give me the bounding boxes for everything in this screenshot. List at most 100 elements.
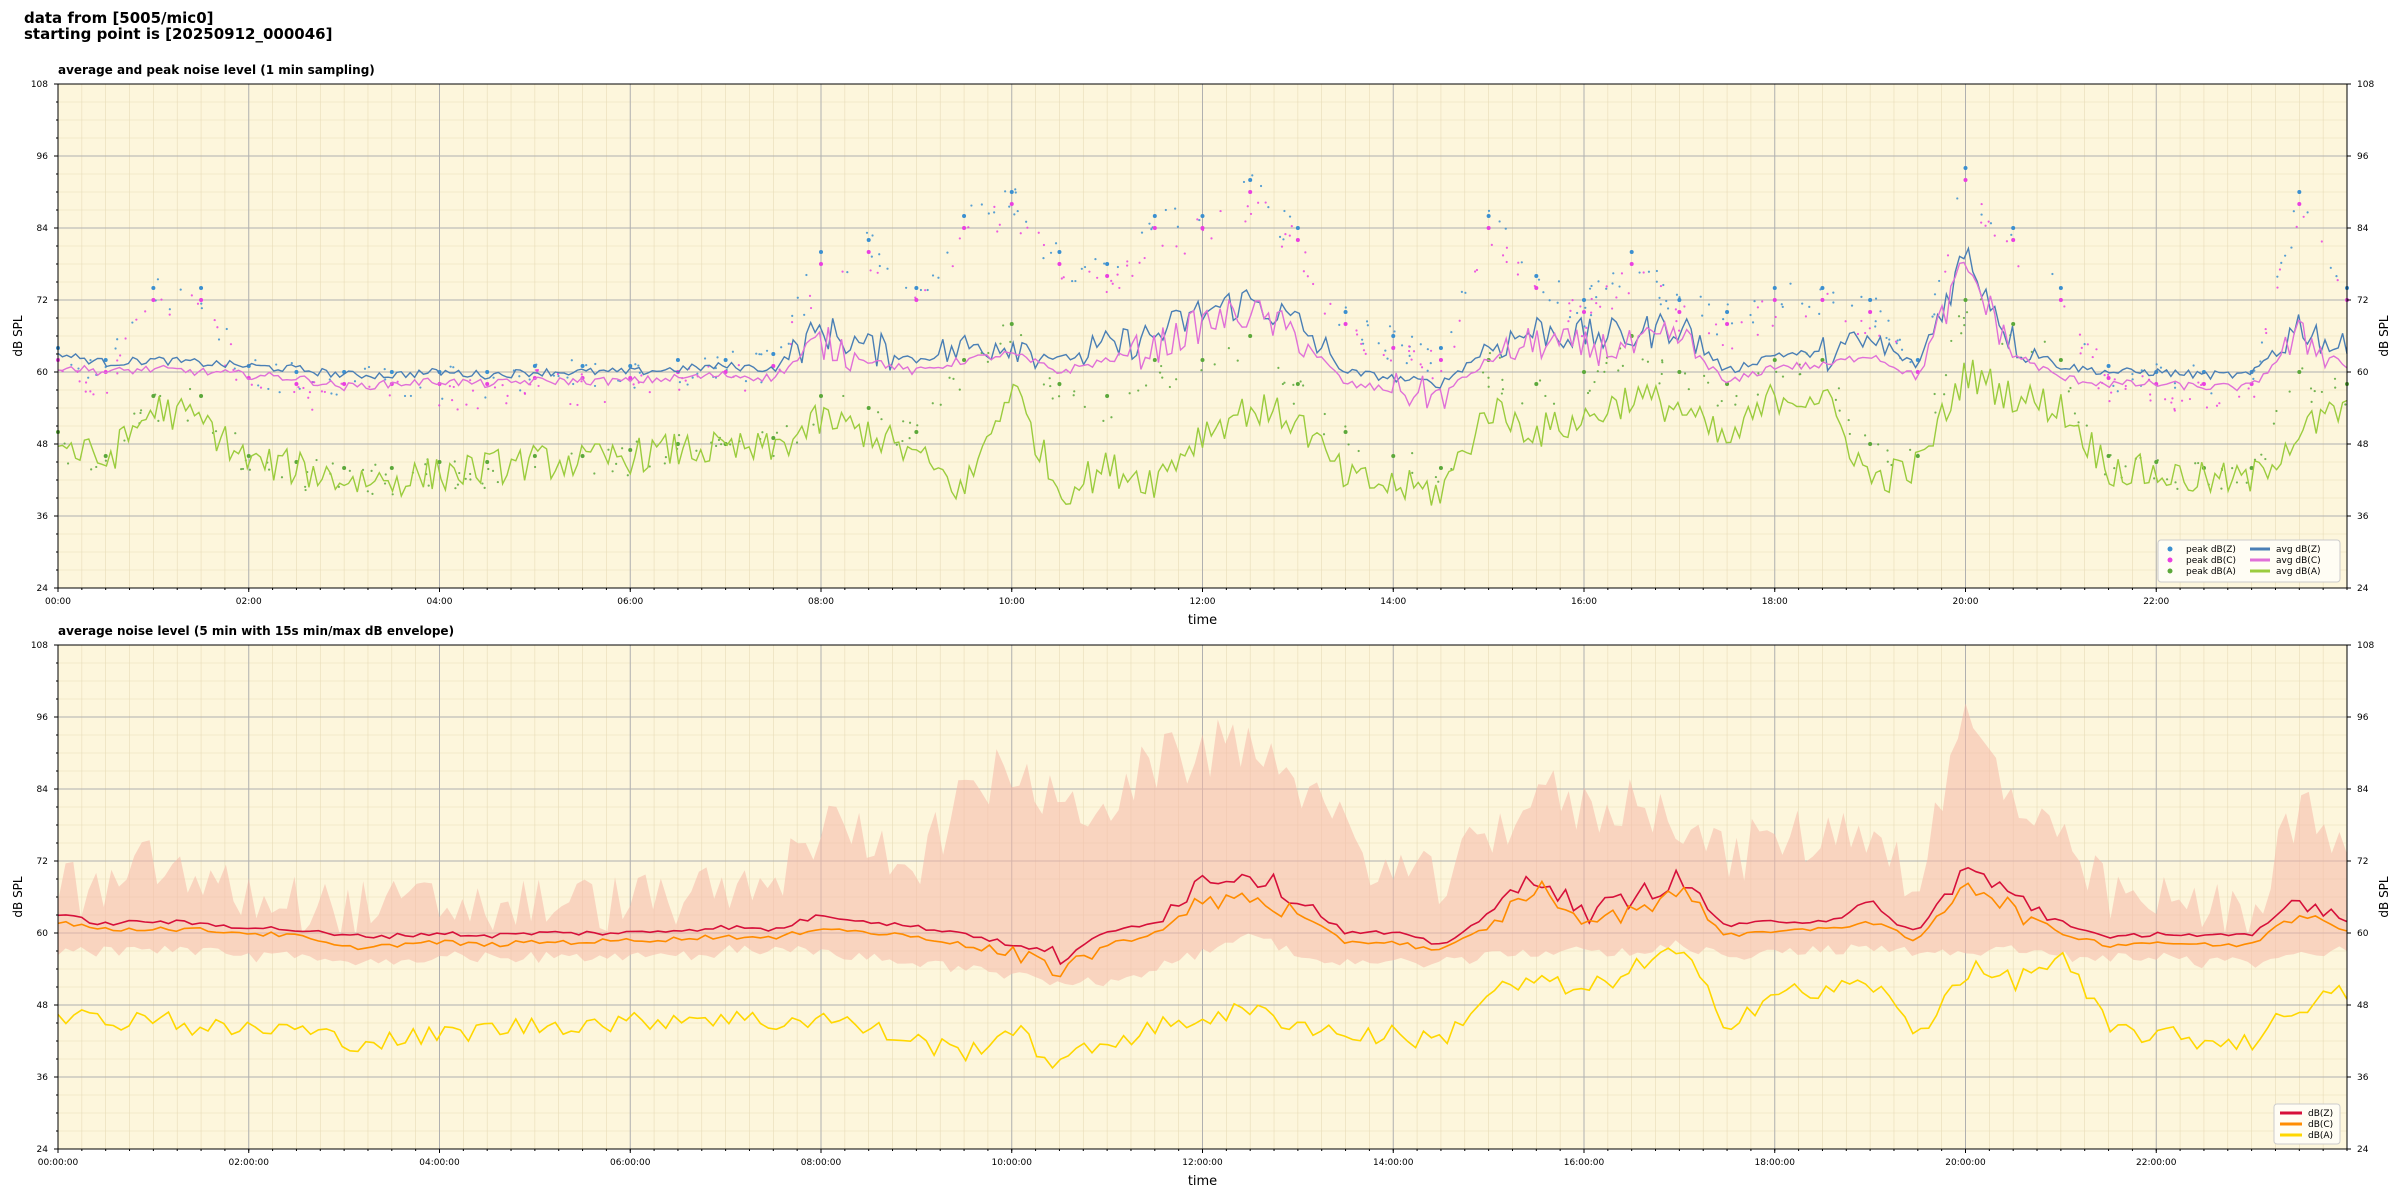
peak-texture-point <box>1322 433 1326 436</box>
peak-texture-point <box>1683 305 1686 308</box>
peak-texture-point <box>1410 335 1414 338</box>
peak-texture-point <box>2336 279 2339 282</box>
x-tick-label: 22:00:00 <box>2136 1158 2177 1168</box>
peak-texture-point <box>2106 373 2110 376</box>
peak-texture-point <box>240 468 243 471</box>
y-tick-label: 60 <box>37 929 49 939</box>
peak-texture-point <box>464 477 467 480</box>
y-tick-label: 60 <box>37 368 49 378</box>
peak-texture-point <box>2173 407 2176 411</box>
series-peak-db-c- <box>56 178 2349 412</box>
peak-texture-point <box>1850 304 1854 307</box>
peak-texture-point <box>716 356 719 359</box>
peak-texture-point <box>1618 285 1621 288</box>
peak-texture-point <box>1453 345 1456 348</box>
peak-texture-point <box>570 359 573 362</box>
x-tick-label: 14:00:00 <box>1373 1158 1414 1168</box>
peak-texture-point <box>1246 205 1249 208</box>
peak-texture-point <box>1393 346 1396 349</box>
peak-texture-point <box>1521 402 1524 405</box>
peak-point <box>199 286 204 290</box>
peak-texture-point <box>808 294 812 297</box>
peak-texture-point <box>1588 287 1592 290</box>
x-tick-label: 04:00:00 <box>419 1158 460 1168</box>
peak-texture-point <box>2235 481 2239 484</box>
peak-texture-point <box>1557 280 1561 283</box>
peak-texture-point <box>1605 361 1608 365</box>
x-tick-label: 16:00:00 <box>1564 1158 1605 1168</box>
peak-texture-point <box>1579 305 1582 308</box>
peak-texture-point <box>2220 487 2223 490</box>
peak-texture-point <box>1411 471 1414 474</box>
peak-texture-point <box>403 394 407 398</box>
peak-texture-point <box>1707 381 1710 384</box>
peak-texture-point <box>90 468 93 471</box>
y-axis-label-right: dB SPL <box>2377 876 2391 918</box>
peak-texture-point <box>1774 315 1777 319</box>
peak-texture-point <box>267 468 271 471</box>
peak-texture-point <box>2200 383 2203 387</box>
peak-texture-point <box>908 421 912 424</box>
peak-texture-point <box>1659 284 1663 288</box>
y-tick-label-right: 84 <box>2357 224 2369 234</box>
peak-point <box>1295 226 1300 230</box>
y-tick-label: 36 <box>37 512 49 522</box>
peak-texture-point <box>104 459 107 462</box>
peak-texture-point <box>1617 369 1620 372</box>
peak-texture-point <box>370 469 373 472</box>
peak-texture-point <box>2275 409 2278 413</box>
peak-texture-point <box>1753 300 1756 303</box>
peak-texture-point <box>452 385 455 389</box>
y-tick-label: 108 <box>31 80 48 90</box>
peak-point <box>1772 298 1777 302</box>
peak-texture-point <box>1323 412 1326 416</box>
peak-texture-point <box>1458 319 1461 322</box>
peak-texture-point <box>1074 279 1077 283</box>
y-axis-label-right: dB SPL <box>2377 315 2391 357</box>
peak-texture-point <box>931 402 934 405</box>
peak-texture-point <box>1895 342 1898 345</box>
peak-texture-point <box>1980 202 1983 206</box>
peak-texture-point <box>1660 372 1663 376</box>
peak-texture-point <box>615 462 618 465</box>
peak-texture-point <box>1475 268 1479 272</box>
peak-texture-point <box>1751 321 1755 324</box>
peak-point <box>1152 226 1157 230</box>
peak-texture-point <box>1847 418 1850 422</box>
peak-texture-point <box>1487 209 1491 212</box>
peak-texture-point <box>1726 303 1729 306</box>
peak-texture-point <box>2165 478 2169 481</box>
peak-point <box>1725 322 1730 326</box>
peak-texture-point <box>871 234 874 237</box>
peak-texture-point <box>1642 271 1645 274</box>
peak-texture-point <box>363 367 367 370</box>
peak-texture-point <box>1987 220 1990 223</box>
peak-texture-point <box>2231 467 2234 470</box>
peak-texture-point <box>537 384 540 388</box>
peak-texture-point <box>1856 332 1860 336</box>
peak-texture-point <box>1544 394 1547 398</box>
peak-texture-point <box>1749 313 1752 317</box>
peak-texture-point <box>2301 367 2304 370</box>
peak-texture-point <box>1411 452 1414 455</box>
peak-texture-point <box>951 265 954 268</box>
peak-texture-point <box>1504 227 1507 230</box>
peak-texture-point <box>1944 270 1947 273</box>
peak-texture-point <box>1593 380 1596 384</box>
peak-texture-point <box>1042 257 1045 260</box>
peak-texture-point <box>1934 411 1937 414</box>
peak-texture-point <box>487 467 490 471</box>
peak-texture-point <box>367 365 371 369</box>
peak-texture-point <box>200 302 203 305</box>
peak-texture-point <box>2170 401 2173 404</box>
peak-texture-point <box>993 205 996 208</box>
peak-texture-point <box>123 439 126 442</box>
peak-texture-point <box>1734 403 1737 406</box>
peak-texture-point <box>1347 443 1350 446</box>
peak-texture-point <box>895 443 898 446</box>
peak-texture-point <box>2141 375 2144 378</box>
peak-texture-point <box>424 463 427 466</box>
peak-texture-point <box>1410 358 1413 361</box>
peak-texture-point <box>1361 338 1364 341</box>
peak-texture-point <box>1236 359 1239 362</box>
